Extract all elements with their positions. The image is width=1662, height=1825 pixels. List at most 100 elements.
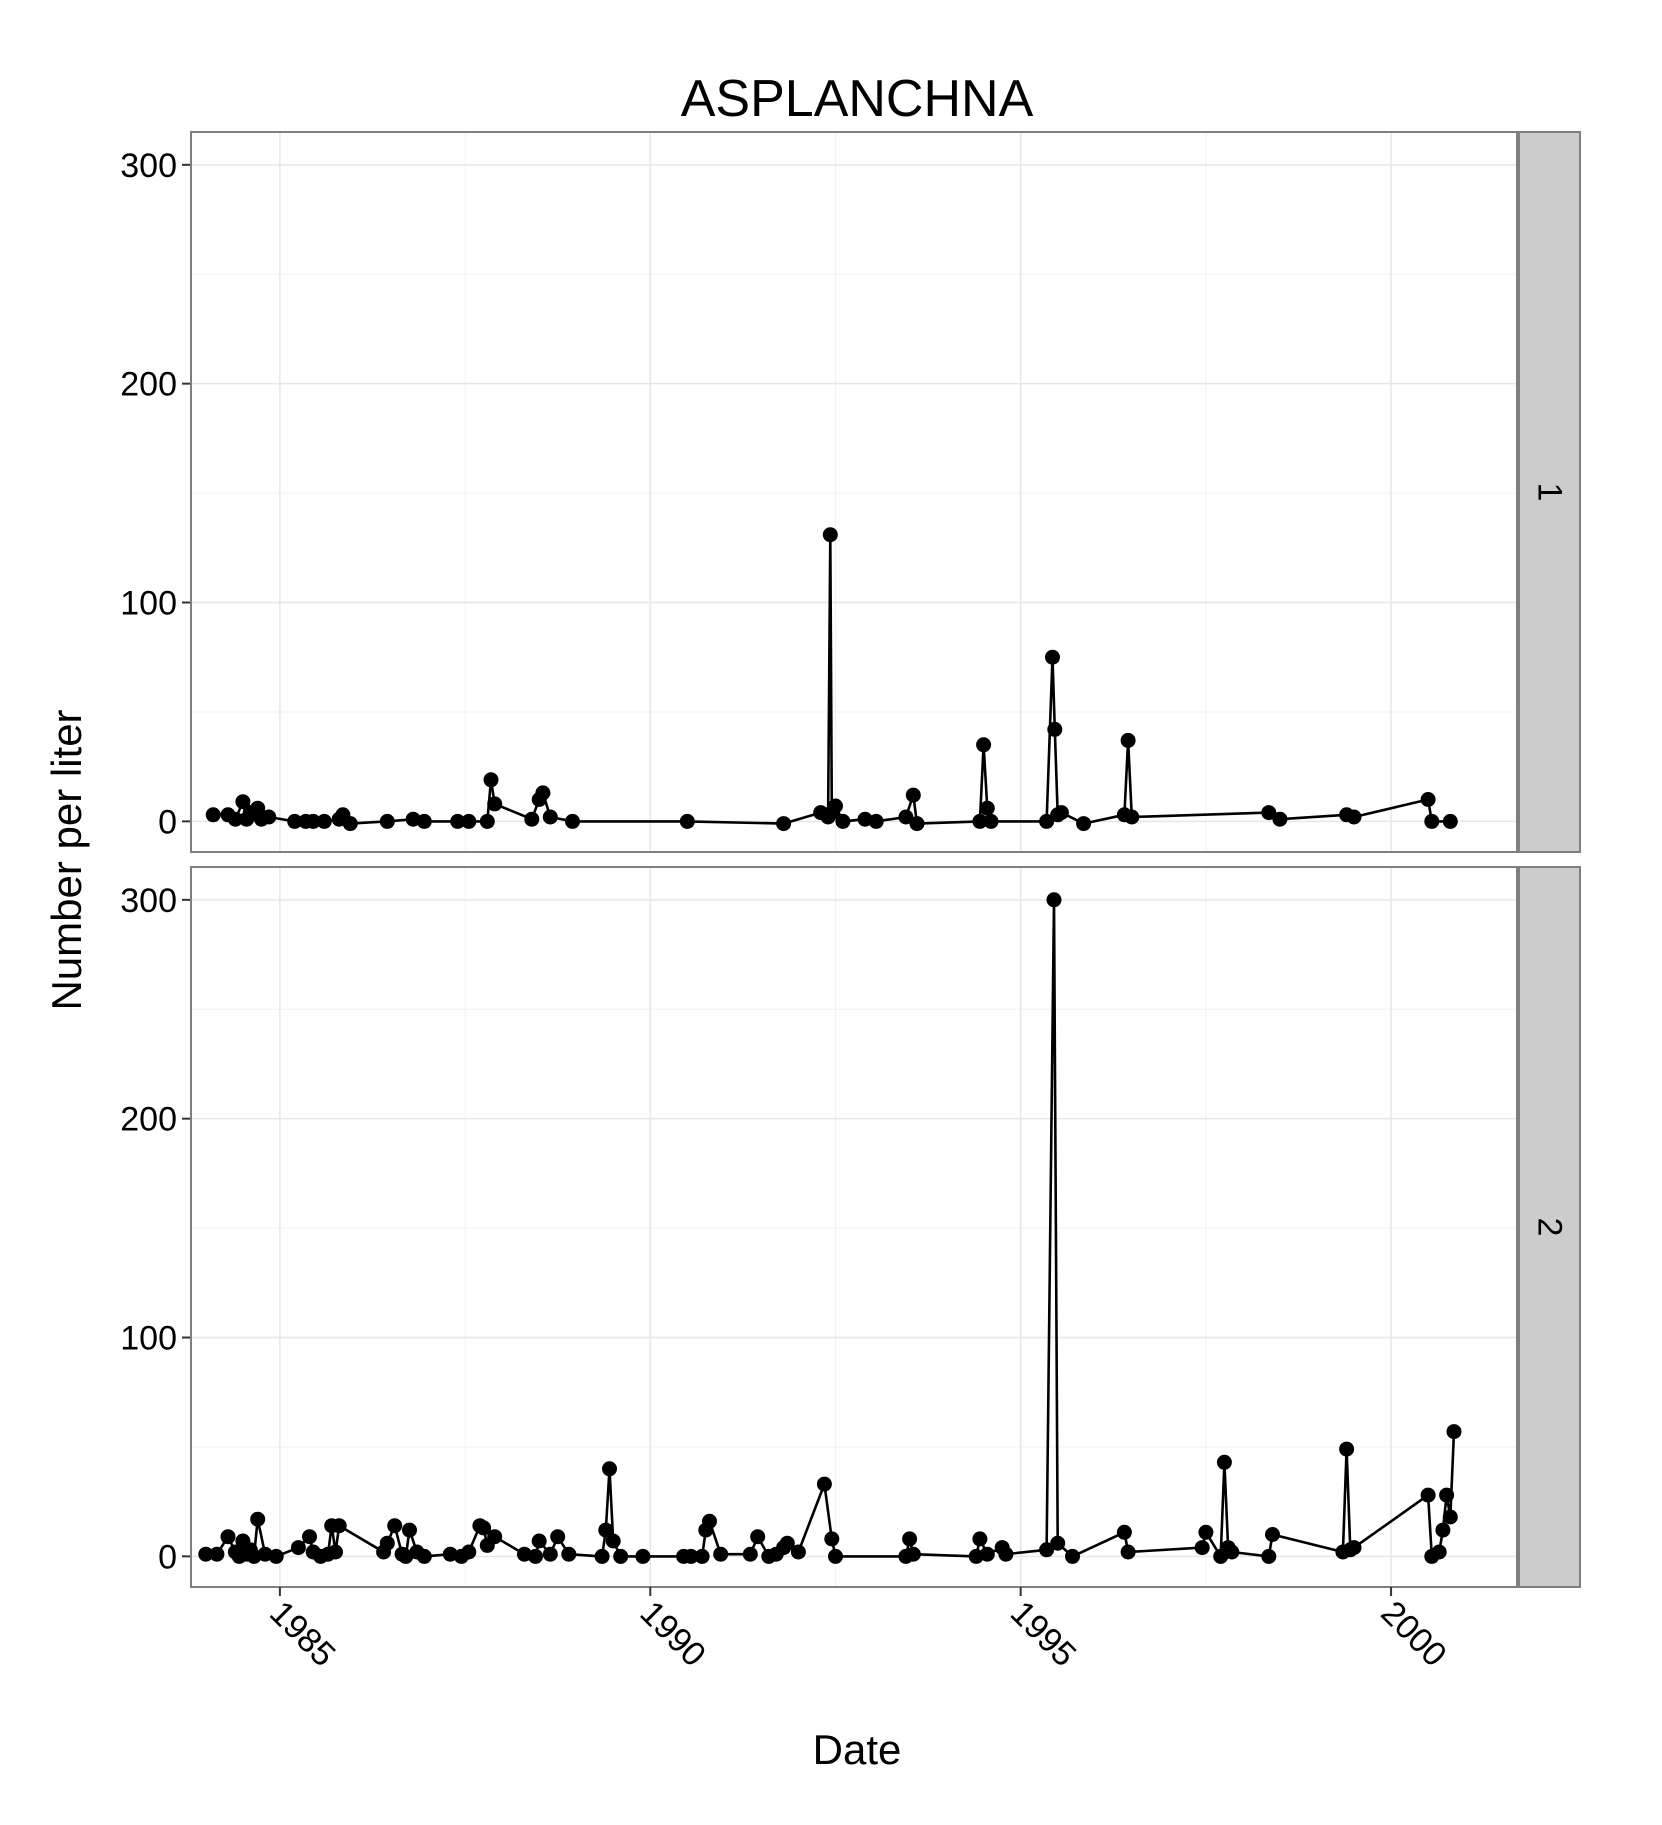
- data-point: [602, 1461, 617, 1477]
- data-point: [461, 1544, 477, 1560]
- data-point: [561, 1546, 577, 1562]
- data-point: [416, 1548, 432, 1564]
- data-point: [1435, 1522, 1451, 1538]
- data-point: [790, 1544, 806, 1560]
- x-axis-label: Date: [813, 1726, 902, 1773]
- panel-background: [191, 132, 1517, 852]
- panel-background: [191, 867, 1517, 1587]
- data-point: [483, 772, 499, 788]
- data-point: [542, 1546, 558, 1562]
- data-point: [227, 811, 243, 827]
- data-point: [968, 1548, 984, 1564]
- panel-border: [190, 866, 1518, 1588]
- data-point: [998, 1546, 1014, 1562]
- data-point: [1272, 811, 1288, 827]
- data-point: [1265, 1527, 1280, 1542]
- data-point: [1346, 809, 1362, 825]
- data-point: [387, 1518, 403, 1534]
- data-point: [479, 813, 495, 829]
- data-point: [898, 809, 914, 825]
- data-point: [905, 787, 921, 803]
- data-point: [613, 1548, 629, 1564]
- data-point: [405, 811, 421, 827]
- y-tick-label: 200: [120, 366, 177, 404]
- data-point: [702, 1513, 717, 1529]
- data-point: [550, 1529, 566, 1545]
- y-tick-label: 100: [120, 1320, 177, 1358]
- data-point: [742, 1546, 758, 1562]
- data-point: [835, 813, 851, 829]
- data-point: [1045, 649, 1060, 665]
- data-point: [331, 1518, 347, 1534]
- data-point: [828, 798, 843, 814]
- y-tick-label: 300: [120, 147, 177, 185]
- data-point: [694, 1548, 710, 1564]
- x-axis: 1985 1990 1995 2000: [262, 1587, 1454, 1674]
- facet-strip-label: 1: [1531, 483, 1569, 502]
- data-point: [268, 1548, 284, 1564]
- data-point: [416, 813, 432, 829]
- data-point: [246, 1548, 262, 1564]
- y-axis-label: Number per liter: [43, 709, 90, 1010]
- data-point: [1439, 1487, 1455, 1503]
- data-point: [605, 1533, 621, 1549]
- data-point: [972, 1531, 988, 1547]
- data-point: [750, 1529, 766, 1545]
- data-point: [979, 1546, 995, 1562]
- data-point: [1261, 805, 1277, 821]
- data-point: [261, 809, 277, 825]
- data-point: [379, 813, 395, 829]
- data-point: [983, 813, 999, 829]
- panels-layer: 0 100 200 300 1 0 100 200 300 2: [120, 131, 1581, 1588]
- data-point: [1046, 892, 1062, 908]
- data-point: [1442, 1509, 1458, 1525]
- panel-1: 0 100 200 300 1: [120, 131, 1581, 853]
- data-point: [828, 1548, 843, 1564]
- data-point: [598, 1522, 614, 1538]
- data-point: [713, 1546, 729, 1562]
- x-tick-label: 2000: [1373, 1594, 1453, 1674]
- data-point: [1224, 1544, 1240, 1560]
- y-tick-label: 200: [120, 1101, 177, 1139]
- data-point: [528, 1548, 543, 1564]
- data-point: [1431, 1544, 1447, 1560]
- data-point: [461, 813, 477, 829]
- data-point: [342, 816, 358, 832]
- facet-strip: [1518, 866, 1581, 1588]
- data-point: [1420, 1487, 1436, 1503]
- data-point: [287, 813, 303, 829]
- data-point: [205, 807, 221, 823]
- y-tick-label: 100: [120, 585, 177, 623]
- data-point: [542, 809, 558, 825]
- y-tick-label: 0: [158, 1538, 177, 1576]
- data-point: [442, 1546, 458, 1562]
- data-point: [1116, 1524, 1132, 1540]
- data-point: [209, 1546, 225, 1562]
- data-point: [487, 796, 503, 812]
- data-point: [905, 1546, 921, 1562]
- data-point: [1039, 813, 1055, 829]
- data-point: [257, 1546, 273, 1562]
- data-point: [235, 794, 251, 810]
- data-point: [1339, 1441, 1355, 1457]
- data-point: [535, 785, 551, 801]
- data-point: [1076, 816, 1092, 832]
- data-point: [868, 813, 884, 829]
- data-point: [290, 1540, 306, 1556]
- y-tick-label: 300: [120, 882, 177, 920]
- x-tick-label: 1985: [262, 1594, 342, 1674]
- data-point: [1261, 1548, 1277, 1564]
- data-point: [972, 813, 988, 829]
- data-point: [1216, 1454, 1232, 1470]
- data-point: [1346, 1540, 1362, 1556]
- y-tick-label: 0: [158, 803, 177, 841]
- facet-strip: [1518, 131, 1581, 853]
- data-point: [450, 813, 466, 829]
- data-point: [1194, 1540, 1210, 1556]
- data-point: [1198, 1524, 1214, 1540]
- data-point: [909, 816, 925, 832]
- data-point: [524, 811, 540, 827]
- data-point: [679, 813, 695, 829]
- data-point: [487, 1529, 503, 1545]
